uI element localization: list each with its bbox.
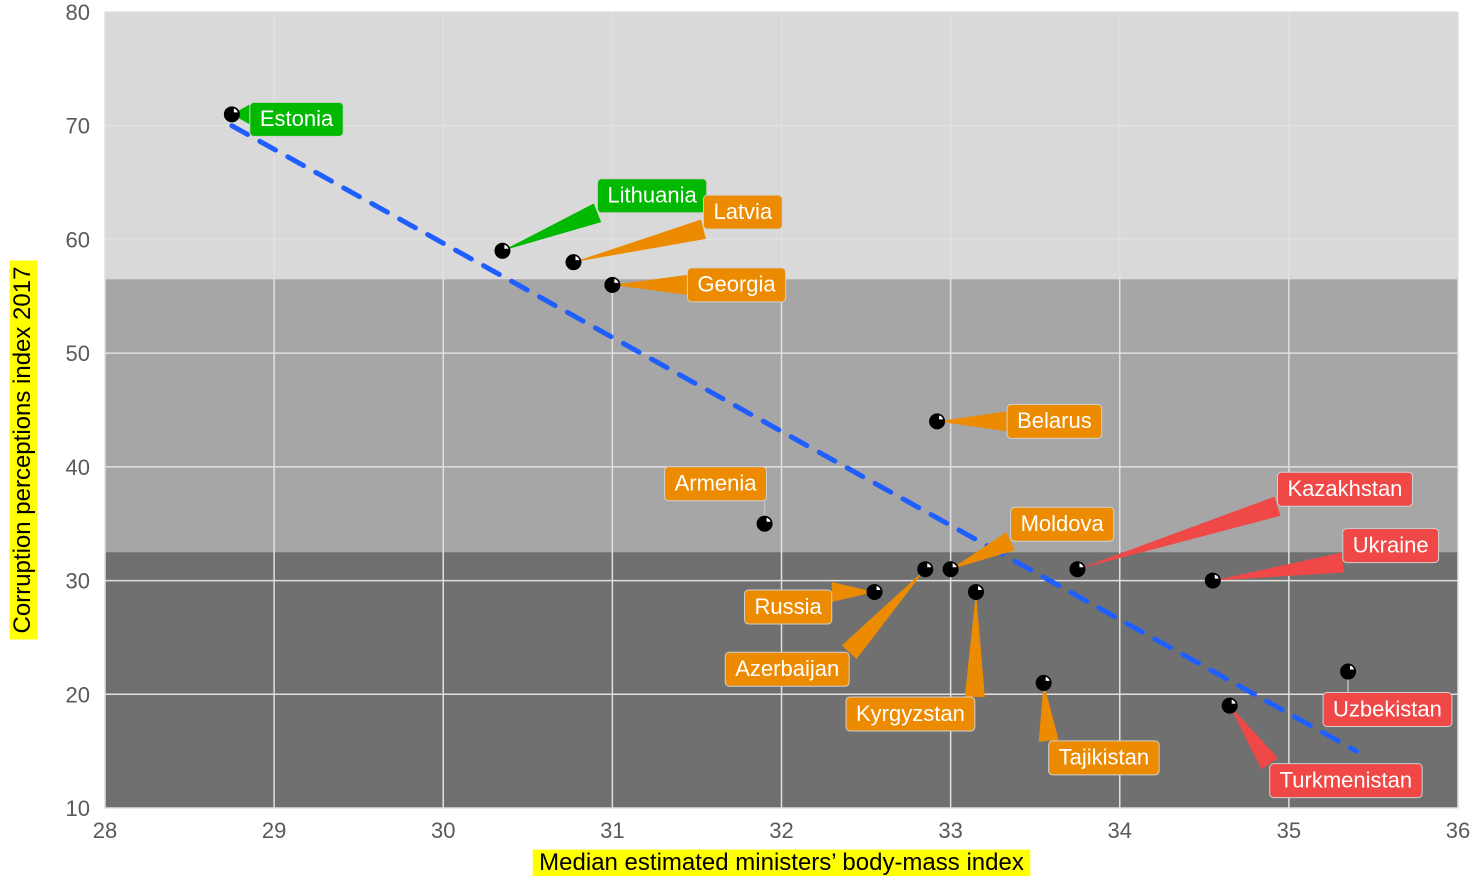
y-tick-label: 60 bbox=[66, 227, 90, 252]
y-tick-label: 80 bbox=[66, 0, 90, 25]
x-tick-label: 36 bbox=[1446, 818, 1470, 843]
y-tick-label: 40 bbox=[66, 455, 90, 480]
callout-label: Moldova bbox=[1021, 511, 1105, 536]
data-point bbox=[565, 254, 581, 270]
callout-label: Armenia bbox=[675, 471, 758, 496]
data-point bbox=[968, 584, 984, 600]
callout-label: Tajikistan bbox=[1059, 745, 1149, 770]
x-tick-label: 31 bbox=[600, 818, 624, 843]
data-point bbox=[917, 561, 933, 577]
data-point bbox=[1222, 698, 1238, 714]
callout-label: Azerbaijan bbox=[735, 656, 839, 681]
x-tick-label: 35 bbox=[1277, 818, 1301, 843]
data-point bbox=[224, 106, 240, 122]
data-point bbox=[757, 516, 773, 532]
callout-label: Turkmenistan bbox=[1280, 767, 1412, 792]
data-point bbox=[494, 243, 510, 259]
callout-label: Kazakhstan bbox=[1287, 476, 1402, 501]
data-point bbox=[943, 561, 959, 577]
callout-label: Kyrgyzstan bbox=[856, 701, 965, 726]
callout-label: Russia bbox=[755, 594, 823, 619]
y-tick-label: 30 bbox=[66, 569, 90, 594]
data-point bbox=[1205, 573, 1221, 589]
x-tick-label: 32 bbox=[769, 818, 793, 843]
y-axis-label: Corruption perceptions index 2017 bbox=[9, 267, 36, 634]
y-tick-label: 70 bbox=[66, 114, 90, 139]
x-tick-label: 33 bbox=[938, 818, 962, 843]
callout-label: Belarus bbox=[1017, 408, 1092, 433]
scatter-chart: 28 29 30 31 32 33 34 35 36 10 20 30 40 50 60 70 80 Estoni… bbox=[0, 0, 1470, 876]
x-tick-label: 28 bbox=[93, 818, 117, 843]
data-point bbox=[1340, 664, 1356, 680]
data-point bbox=[604, 277, 620, 293]
data-point bbox=[1036, 675, 1052, 691]
callout-label: Georgia bbox=[697, 272, 776, 297]
data-point bbox=[929, 413, 945, 429]
x-tick-label: 34 bbox=[1108, 818, 1132, 843]
y-tick-label: 10 bbox=[66, 796, 90, 821]
y-tick-label: 50 bbox=[66, 341, 90, 366]
callout-label: Estonia bbox=[260, 106, 334, 131]
data-point bbox=[867, 584, 883, 600]
y-tick-label: 20 bbox=[66, 682, 90, 707]
data-point bbox=[1069, 561, 1085, 577]
x-axis-label: Median estimated ministers’ body-mass in… bbox=[539, 849, 1024, 876]
callout-label: Latvia bbox=[713, 199, 772, 224]
callout-label: Ukraine bbox=[1353, 532, 1429, 557]
callout-label: Lithuania bbox=[607, 183, 697, 208]
x-tick-label: 30 bbox=[431, 818, 455, 843]
y-axis-label-group: Corruption perceptions index 2017 bbox=[9, 261, 37, 640]
x-tick-label: 29 bbox=[262, 818, 286, 843]
callout-label: Uzbekistan bbox=[1333, 696, 1442, 721]
